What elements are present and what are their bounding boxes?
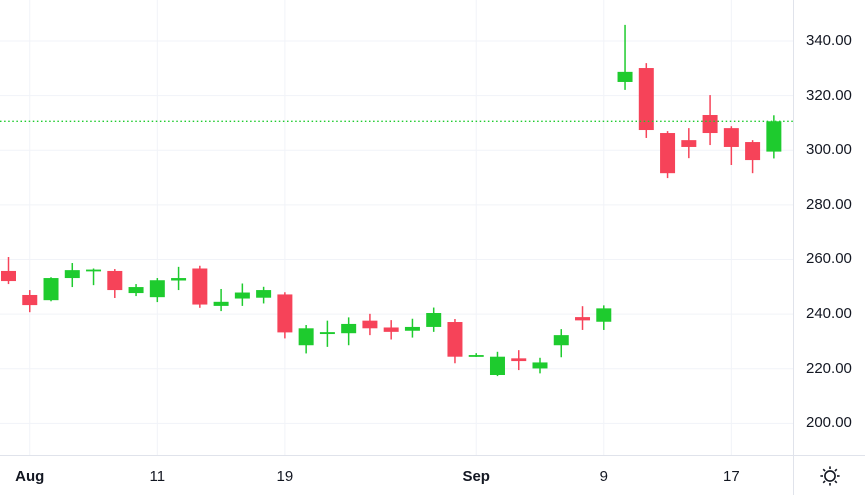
price-axis-label: 320.00: [806, 86, 852, 104]
candle-body: [532, 362, 548, 369]
candle-body: [575, 317, 591, 321]
candle: [426, 307, 442, 332]
price-axis-label: 280.00: [806, 195, 852, 213]
candle-body: [426, 313, 442, 327]
candle: [532, 357, 548, 374]
sun-ray: [834, 468, 838, 472]
candle-body: [596, 308, 612, 322]
price-axis-label: 340.00: [806, 32, 852, 49]
candle-body: [447, 322, 463, 357]
price-axis[interactable]: 340.00 320.00 300.00 280.00 260.00 240.00 220.…: [793, 0, 865, 455]
time-axis-label: 19: [276, 468, 294, 485]
candle: [511, 350, 527, 371]
candle-body: [638, 68, 654, 131]
time-axis-label: 17: [722, 468, 740, 485]
candle-body: [234, 292, 250, 299]
candle-body: [681, 140, 697, 147]
candle-body: [192, 268, 208, 305]
candle-body: [107, 270, 123, 291]
candle-body: [171, 278, 187, 281]
candle: [766, 115, 782, 159]
candle-body: [553, 335, 569, 346]
price-axis-label: 220.00: [806, 359, 852, 377]
time-axis-label: 11: [149, 468, 166, 485]
candle: [277, 292, 293, 339]
candle: [107, 269, 123, 298]
candle: [681, 128, 697, 159]
candle: [702, 95, 718, 146]
candle-body: [1, 270, 16, 282]
candle: [1, 257, 16, 285]
candle-body: [319, 332, 335, 335]
candle-body: [22, 294, 38, 306]
candle: [234, 283, 250, 306]
time-axis-label: Sep: [462, 468, 490, 485]
candle: [22, 290, 38, 313]
candle: [745, 140, 761, 174]
candle-body: [511, 358, 527, 362]
theme-toggle-button[interactable]: [814, 460, 846, 492]
candle: [319, 320, 335, 347]
candle: [298, 325, 314, 354]
candle: [128, 284, 144, 297]
chart-pane[interactable]: [0, 0, 793, 455]
time-axis-label: Aug: [15, 468, 45, 485]
candle: [468, 353, 484, 357]
candle-body: [362, 320, 378, 329]
candle: [192, 265, 208, 308]
candle: [341, 317, 357, 346]
candle-body: [341, 323, 357, 334]
sun-ray: [822, 480, 826, 484]
candle: [723, 126, 739, 165]
candle-body: [43, 278, 59, 301]
candle: [638, 63, 654, 138]
time-axis-label: 9: [599, 468, 608, 485]
sun-ray: [834, 480, 838, 484]
candle: [553, 329, 569, 358]
candle: [489, 351, 505, 377]
candle-body: [86, 269, 102, 272]
candle: [404, 318, 420, 338]
candle-body: [128, 287, 144, 294]
axis-corner: [793, 455, 865, 495]
sun-ray: [822, 468, 826, 472]
price-axis-label: 240.00: [806, 305, 852, 323]
price-axis-label: 300.00: [806, 141, 852, 159]
candle-body: [468, 355, 484, 357]
candle-body: [213, 301, 229, 306]
candle: [383, 320, 399, 340]
candle-body: [277, 294, 293, 333]
candle: [617, 24, 633, 90]
candle-body: [617, 71, 633, 82]
candle: [86, 268, 102, 286]
candle-body: [766, 121, 782, 152]
candle-body: [64, 270, 80, 279]
candle: [149, 278, 165, 303]
candle: [256, 286, 272, 304]
sun-icon: [820, 466, 840, 486]
candle: [43, 277, 59, 302]
price-axis-label: 200.00: [806, 414, 852, 432]
candle: [171, 266, 187, 291]
candle-body: [745, 142, 761, 161]
candle-body: [702, 115, 718, 134]
candle-body: [298, 328, 314, 346]
price-axis-label: 260.00: [806, 250, 852, 268]
candle-body: [383, 327, 399, 332]
time-axis[interactable]: Aug 11 19 Sep 9 17: [0, 455, 793, 495]
candle: [362, 313, 378, 336]
candle: [447, 319, 463, 364]
candle-body: [149, 280, 165, 298]
candle: [213, 288, 229, 312]
candle-body: [489, 356, 505, 376]
candle: [596, 305, 612, 330]
candle: [575, 306, 591, 330]
candle: [660, 131, 676, 179]
candle-body: [256, 290, 272, 298]
candle: [64, 263, 80, 288]
candle-body: [404, 326, 420, 331]
candle-body: [660, 133, 676, 174]
candle-body: [723, 128, 739, 147]
